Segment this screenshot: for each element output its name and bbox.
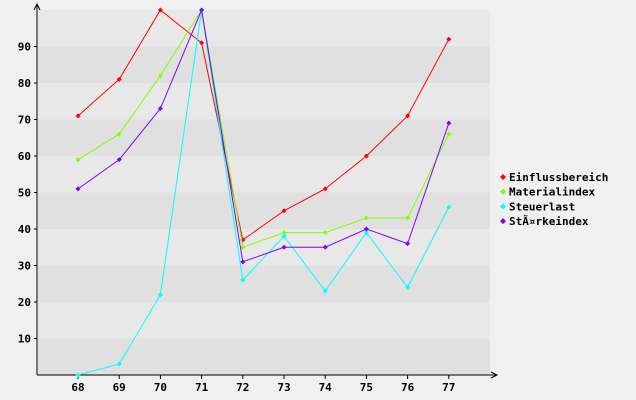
x-tick-label: 76: [401, 381, 415, 394]
grid-band: [38, 302, 490, 339]
data-point: [322, 244, 328, 250]
data-point: [240, 244, 246, 250]
x-tick-label: 77: [442, 381, 455, 394]
x-tick-label: 68: [71, 381, 84, 394]
data-point: [157, 106, 163, 112]
data-point: [363, 153, 369, 159]
data-point: [281, 230, 287, 236]
x-tick-label: 69: [113, 381, 126, 394]
x-axis-arrow: [490, 371, 499, 379]
x-tick-label: 75: [360, 381, 373, 394]
data-point: [240, 277, 246, 283]
legend-label: Einflussbereich: [509, 171, 608, 184]
data-point: [446, 131, 452, 137]
series-line: [77, 8, 450, 263]
y-tick-label: 50: [18, 187, 31, 200]
x-tick-label: 74: [319, 381, 333, 394]
data-point: [75, 113, 81, 119]
data-point: [322, 186, 328, 192]
legend-marker: [500, 188, 506, 195]
data-point: [322, 288, 328, 294]
data-point: [116, 131, 122, 137]
legend-item: StÃ¤rkeindex: [500, 215, 589, 228]
data-point: [116, 361, 122, 367]
data-point: [446, 204, 452, 210]
x-tick-label: 72: [236, 381, 249, 394]
data-point: [75, 186, 81, 192]
x-tick-label: 71: [195, 381, 209, 394]
plot-background: [38, 10, 490, 375]
legend-marker: [500, 174, 506, 180]
series-3: [75, 7, 452, 265]
y-tick-label: 40: [18, 223, 31, 236]
grid-band: [38, 83, 490, 120]
data-point: [446, 36, 452, 42]
grid-band: [38, 10, 490, 47]
x-axis-ticks: 68 69 70 71 72 73 74 75 76 77: [71, 375, 455, 394]
legend-label: Steuerlast: [509, 200, 575, 213]
data-point: [199, 7, 205, 13]
data-point: [75, 372, 81, 378]
data-point: [116, 157, 122, 163]
y-tick-label: 60: [18, 150, 31, 163]
data-point: [322, 230, 328, 236]
legend-label: Materialindex: [509, 186, 595, 199]
y-tick-label: 70: [18, 114, 31, 127]
y-tick-label: 80: [18, 77, 31, 90]
y-tick-label: 20: [18, 296, 31, 309]
data-point: [75, 157, 81, 163]
data-point: [363, 226, 369, 232]
series-line: [77, 9, 450, 241]
x-tick-label: 70: [154, 381, 167, 394]
data-point: [281, 208, 287, 214]
data-point: [157, 73, 163, 79]
data-point: [116, 76, 122, 82]
legend-marker: [500, 203, 506, 210]
legend-marker: [500, 218, 506, 225]
data-point: [446, 120, 452, 126]
y-tick-label: 90: [18, 41, 31, 54]
x-tick-label: 73: [277, 381, 290, 394]
data-point: [405, 284, 411, 290]
data-point: [405, 113, 411, 119]
data-point: [281, 233, 287, 239]
data-point: [405, 215, 411, 221]
legend-item: Materialindex: [500, 186, 595, 199]
legend-item: Steuerlast: [500, 200, 575, 213]
y-tick-label: 10: [18, 333, 31, 346]
series-line: [77, 9, 450, 376]
legend-label: StÃ¤rkeindex: [509, 215, 589, 228]
axes: [33, 2, 499, 379]
y-tick-label: 30: [18, 260, 31, 273]
data-point: [157, 292, 163, 298]
data-point: [199, 40, 205, 46]
y-axis-arrow: [33, 2, 41, 11]
series-line: [77, 8, 450, 248]
grid-band: [38, 229, 490, 266]
data-point: [281, 244, 287, 250]
data-point: [405, 241, 411, 247]
data-point: [157, 7, 163, 13]
data-point: [240, 259, 246, 265]
legend-item: Einflussbereich: [500, 171, 608, 184]
data-point: [363, 230, 369, 236]
data-point: [363, 215, 369, 221]
y-axis-ticks: 10 20 30 40 50 60 70 80 90: [18, 41, 37, 346]
grid-band: [38, 156, 490, 193]
series-layer: [75, 7, 452, 378]
